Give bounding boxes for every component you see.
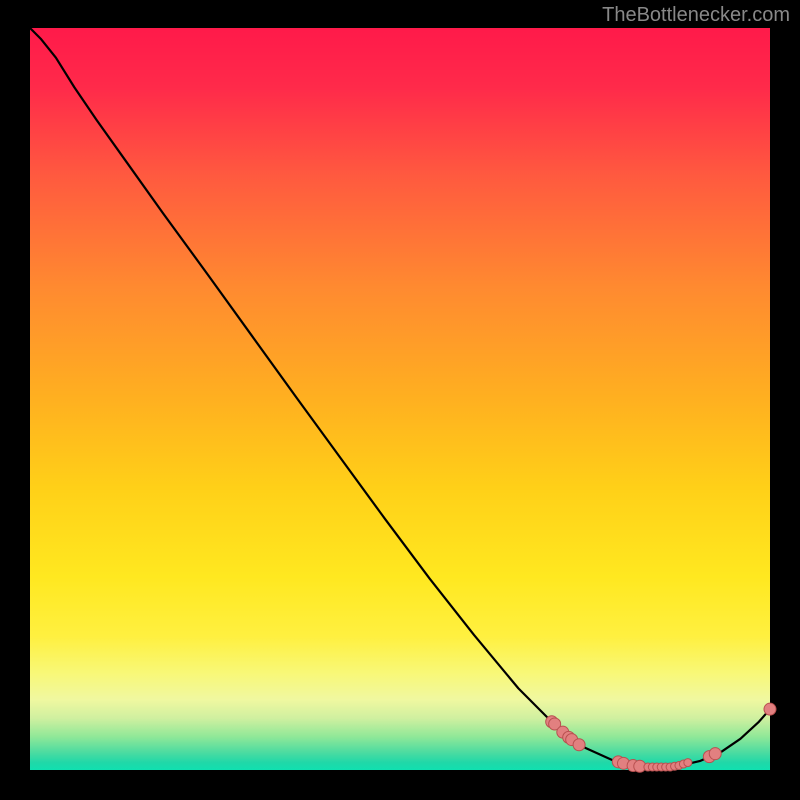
bottleneck-curve xyxy=(30,28,770,767)
data-marker xyxy=(709,748,721,760)
chart-overlay-svg xyxy=(0,0,800,800)
data-marker xyxy=(764,703,776,715)
data-marker xyxy=(573,739,585,751)
chart-root: TheBottlenecker.com xyxy=(0,0,800,800)
data-marker xyxy=(684,759,692,767)
watermark-text: TheBottlenecker.com xyxy=(602,4,790,27)
